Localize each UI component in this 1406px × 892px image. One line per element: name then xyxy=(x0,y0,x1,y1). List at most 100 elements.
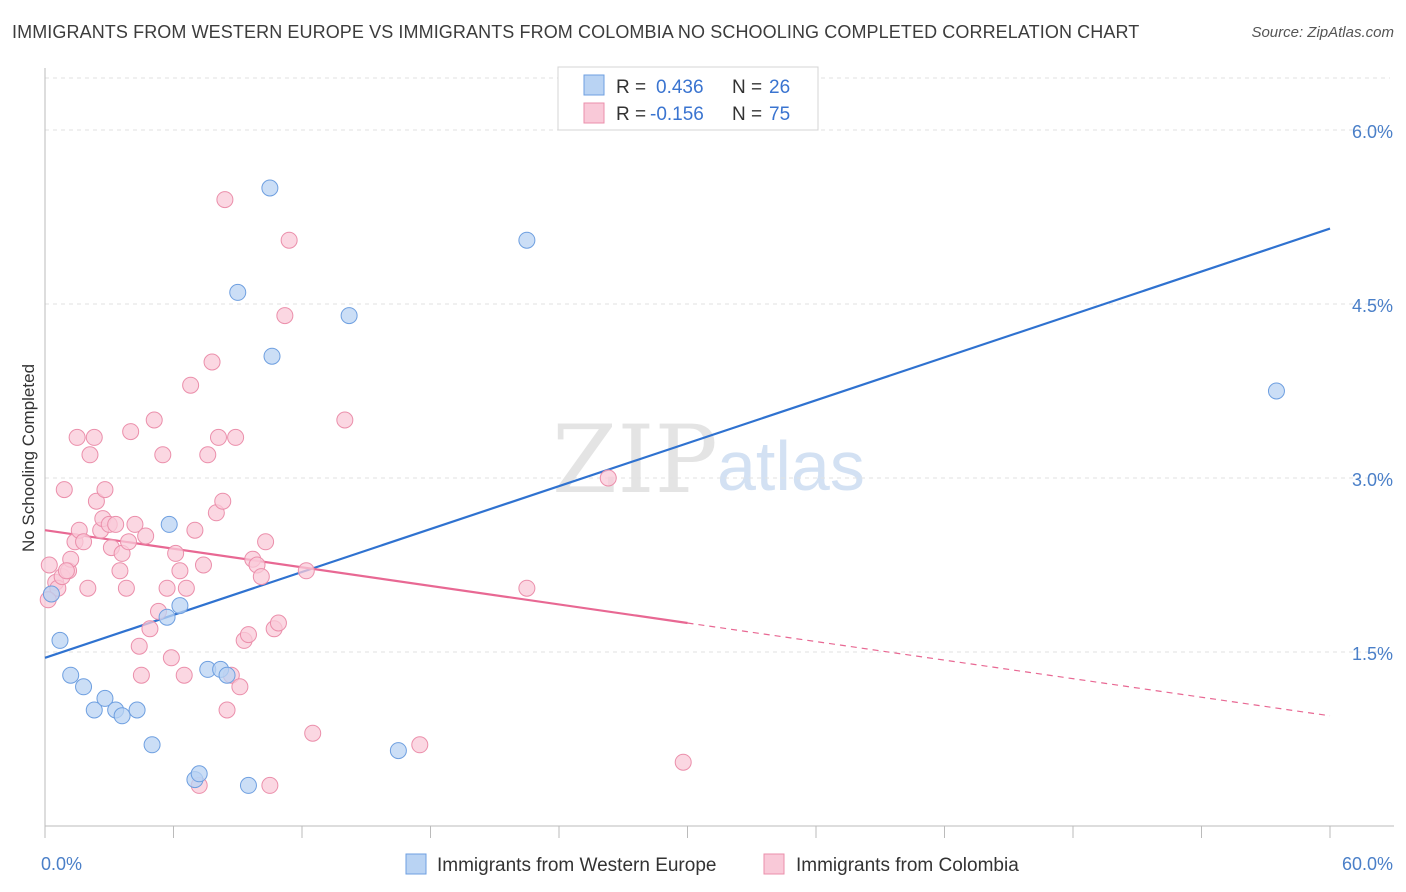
point-colombia xyxy=(85,428,103,446)
point-western-europe xyxy=(51,631,69,649)
point-colombia xyxy=(304,724,322,742)
point-colombia xyxy=(145,411,163,429)
point-colombia xyxy=(75,533,93,551)
point-colombia xyxy=(137,527,155,545)
watermark: ZIP atlas xyxy=(552,406,865,515)
data-points xyxy=(39,179,1285,794)
point-colombia xyxy=(227,428,245,446)
point-colombia xyxy=(203,353,221,371)
trend-line-colombia xyxy=(44,529,688,625)
point-colombia xyxy=(182,376,200,394)
point-western-europe xyxy=(1267,382,1285,400)
point-western-europe xyxy=(518,231,536,249)
legend-n-label-1: N = xyxy=(732,77,762,98)
point-western-europe xyxy=(113,707,131,725)
y-tick-label: 1.5% xyxy=(1352,644,1393,664)
point-colombia xyxy=(261,776,279,794)
point-colombia xyxy=(107,515,125,533)
legend-n-value-1: 26 xyxy=(769,77,790,98)
point-western-europe xyxy=(171,597,189,615)
point-colombia xyxy=(214,492,232,510)
point-colombia xyxy=(126,515,144,533)
legend-r-value-2: -0.156 xyxy=(650,104,704,125)
point-colombia xyxy=(186,521,204,539)
point-colombia xyxy=(132,666,150,684)
point-colombia xyxy=(216,191,234,209)
legend-r-label-1: R = xyxy=(616,77,646,98)
point-western-europe xyxy=(96,689,114,707)
point-western-europe xyxy=(340,307,358,325)
point-western-europe xyxy=(128,701,146,719)
point-colombia xyxy=(122,423,140,441)
point-colombia xyxy=(297,562,315,580)
point-colombia xyxy=(280,231,298,249)
point-colombia xyxy=(194,556,212,574)
point-colombia xyxy=(130,637,148,655)
watermark-atlas: atlas xyxy=(717,427,865,505)
point-western-europe xyxy=(389,742,407,760)
point-colombia xyxy=(518,579,536,597)
chart-title: IMMIGRANTS FROM WESTERN EUROPE VS IMMIGR… xyxy=(12,22,1140,42)
trend-line-western-europe xyxy=(44,227,1331,659)
point-colombia xyxy=(158,579,176,597)
axes xyxy=(44,68,1394,838)
point-colombia xyxy=(199,446,217,464)
point-colombia xyxy=(79,579,97,597)
point-colombia xyxy=(167,544,185,562)
point-colombia xyxy=(336,411,354,429)
point-colombia xyxy=(218,701,236,719)
point-colombia xyxy=(171,562,189,580)
point-western-europe xyxy=(261,179,279,197)
x-tick-label: 60.0% xyxy=(1342,854,1393,874)
point-colombia xyxy=(674,753,692,771)
point-colombia xyxy=(257,533,275,551)
point-colombia xyxy=(175,666,193,684)
point-western-europe xyxy=(229,283,247,301)
point-colombia xyxy=(141,620,159,638)
point-colombia xyxy=(231,678,249,696)
point-western-europe xyxy=(190,765,208,783)
legend-n-label-2: N = xyxy=(732,104,762,125)
series-legend-label-blue: Immigrants from Western Europe xyxy=(437,855,716,876)
y-tick-label: 3.0% xyxy=(1352,470,1393,490)
point-western-europe xyxy=(263,347,281,365)
series-legend: Immigrants from Western Europe Immigrant… xyxy=(405,853,1019,876)
point-western-europe xyxy=(42,585,60,603)
correlation-legend: R = 0.436 N = 26 R = -0.156 N = 75 xyxy=(557,66,819,131)
point-colombia xyxy=(162,649,180,667)
point-colombia xyxy=(81,446,99,464)
legend-r-label-2: R = xyxy=(616,104,646,125)
point-colombia xyxy=(599,469,617,487)
point-colombia xyxy=(252,568,270,586)
grid xyxy=(45,77,1390,653)
point-colombia xyxy=(177,579,195,597)
point-western-europe xyxy=(158,608,176,626)
point-colombia xyxy=(87,492,105,510)
point-colombia xyxy=(209,428,227,446)
point-western-europe xyxy=(62,666,80,684)
point-colombia xyxy=(96,481,114,499)
trend-lines xyxy=(44,227,1331,717)
legend-r-value-1: 0.436 xyxy=(656,77,704,98)
point-colombia xyxy=(154,446,172,464)
point-colombia xyxy=(40,556,58,574)
point-colombia xyxy=(411,736,429,754)
point-colombia xyxy=(111,562,129,580)
point-western-europe xyxy=(239,776,257,794)
point-colombia xyxy=(117,579,135,597)
point-colombia xyxy=(68,428,86,446)
y-tick-label: 4.5% xyxy=(1352,296,1393,316)
y-axis-title: No Schooling Completed xyxy=(19,364,38,552)
series-legend-swatch-blue xyxy=(405,853,427,875)
point-western-europe xyxy=(218,666,236,684)
point-colombia xyxy=(269,614,287,632)
chart-source: Source: ZipAtlas.com xyxy=(1251,24,1394,41)
x-tick-label: 0.0% xyxy=(41,854,82,874)
point-colombia xyxy=(57,562,75,580)
series-legend-swatch-pink xyxy=(763,853,785,875)
point-western-europe xyxy=(143,736,161,754)
y-tick-label: 6.0% xyxy=(1352,122,1393,142)
point-colombia xyxy=(276,307,294,325)
point-western-europe xyxy=(160,515,178,533)
